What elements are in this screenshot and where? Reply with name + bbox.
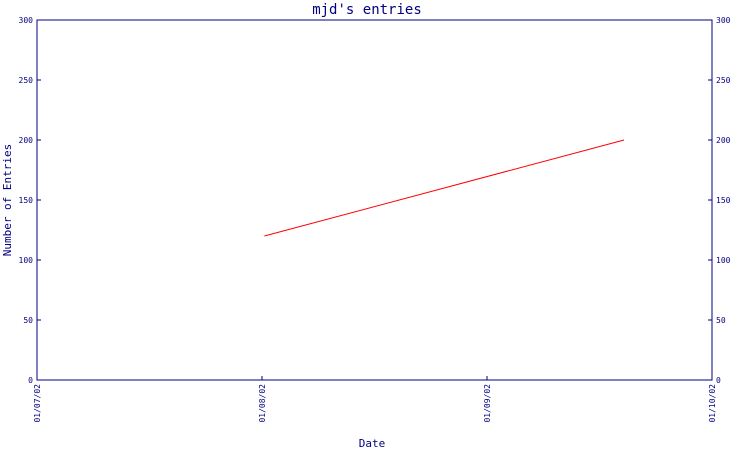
y-axis-label: Number of Entries: [1, 144, 14, 257]
x-tick-label-2: 01/09/02: [483, 384, 492, 423]
x-axis-label: Date: [359, 437, 386, 450]
y-tick-label-left-2: 100: [19, 256, 34, 265]
x-tick-label-3: 01/10/02: [708, 384, 717, 423]
x-tick-label-1: 01/08/02: [258, 384, 267, 423]
y-axis-right: 0 50 100 150 200 250 300: [708, 16, 731, 385]
chart-title: mjd's entries: [312, 2, 422, 18]
y-tick-label-right-6: 300: [716, 16, 731, 25]
y-tick-label-left-5: 250: [19, 76, 34, 85]
y-axis-left: 0 50 100 150 200 250 300: [19, 16, 41, 385]
y-tick-label-left-4: 200: [19, 136, 34, 145]
y-tick-label-right-5: 250: [716, 76, 731, 85]
plot-frame: [36, 19, 713, 381]
y-tick-label-right-1: 50: [716, 316, 726, 325]
y-tick-label-left-0: 0: [28, 376, 33, 385]
x-tick-label-0: 01/07/02: [33, 384, 42, 423]
y-tick-label-left-3: 150: [19, 196, 34, 205]
y-tick-label-left-1: 50: [23, 316, 33, 325]
y-tick-label-right-3: 150: [716, 196, 731, 205]
y-tick-label-right-2: 100: [716, 256, 731, 265]
y-tick-label-left-6: 300: [19, 16, 34, 25]
x-axis: 01/07/02 01/08/02 01/09/02 01/10/02: [33, 376, 717, 423]
series-line-0: [264, 139, 625, 237]
series-layer: [264, 139, 625, 237]
y-tick-label-right-0: 0: [716, 376, 721, 385]
y-tick-label-right-4: 200: [716, 136, 731, 145]
